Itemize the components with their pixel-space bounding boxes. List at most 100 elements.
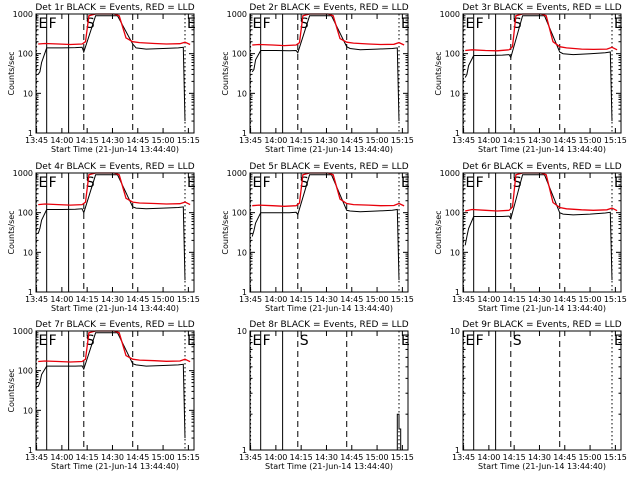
x-tick-label: 14:15 xyxy=(76,453,99,462)
marker-label: S xyxy=(513,175,522,191)
chart-title: Det 6r BLACK = Events, RED = LLD xyxy=(462,162,621,172)
x-tick-label: 13:45 xyxy=(25,136,48,145)
y-tick-label: 10 xyxy=(237,248,247,257)
x-axis-label: Start Time (21-Jun-14 13:44:40) xyxy=(478,304,606,313)
marker-label: E xyxy=(466,333,475,349)
x-tick-label: 14:30 xyxy=(528,453,551,462)
y-tick-label: 1000 xyxy=(13,327,33,336)
x-tick-label: 15:15 xyxy=(177,295,200,304)
marker-label: S xyxy=(300,333,309,349)
plot-frame xyxy=(249,330,409,451)
x-tick-label: 14:45 xyxy=(340,453,363,462)
x-tick-label: 13:45 xyxy=(452,136,475,145)
series-line-lld xyxy=(38,13,191,46)
marker-label: E xyxy=(253,333,262,349)
x-tick-label: 15:00 xyxy=(579,136,602,145)
marker-label: S xyxy=(86,16,95,32)
plot-frame xyxy=(249,13,409,134)
marker-label: E xyxy=(614,16,623,32)
x-tick-label: 14:00 xyxy=(477,453,500,462)
y-axis-label: Counts/sec xyxy=(7,210,16,254)
chart-title: Det 1r BLACK = Events, RED = LLD xyxy=(35,3,194,13)
y-tick-label: 100 xyxy=(232,209,247,218)
x-tick-label: 15:00 xyxy=(366,136,389,145)
plot-frame xyxy=(35,13,195,134)
marker-label: F xyxy=(263,175,271,191)
y-axis-label: Counts/sec xyxy=(434,210,443,254)
chart-title: Det 3r BLACK = Events, RED = LLD xyxy=(462,3,621,13)
x-tick-label: 15:15 xyxy=(604,453,627,462)
y-axis-label: Counts/sec xyxy=(221,210,230,254)
marker-label: F xyxy=(476,16,484,32)
marker-label: E xyxy=(39,16,48,32)
x-tick-label: 14:45 xyxy=(126,136,149,145)
y-tick-label: 1 xyxy=(242,129,247,138)
x-tick-label: 14:00 xyxy=(477,295,500,304)
marker-label: E xyxy=(187,333,196,349)
marker-label: S xyxy=(513,333,522,349)
y-tick-label: 100 xyxy=(232,50,247,59)
x-tick-label: 14:15 xyxy=(290,136,313,145)
marker-label: E xyxy=(187,16,196,32)
y-axis-label: Counts/sec xyxy=(7,368,16,412)
x-tick-label: 15:00 xyxy=(152,453,175,462)
marker-label: E xyxy=(187,175,196,191)
x-tick-label: 13:45 xyxy=(25,453,48,462)
series-line-events xyxy=(464,15,613,122)
series-line-events xyxy=(464,174,613,281)
marker-label: S xyxy=(300,16,309,32)
series-line-events xyxy=(37,174,186,281)
chart-title: Det 9r BLACK = Events, RED = LLD xyxy=(462,320,621,330)
x-tick-label: 15:00 xyxy=(579,453,602,462)
y-tick-label: 100 xyxy=(18,209,33,218)
x-tick-label: 15:15 xyxy=(391,295,414,304)
x-tick-label: 14:30 xyxy=(528,136,551,145)
x-tick-label: 15:00 xyxy=(152,295,175,304)
y-tick-label: 1 xyxy=(28,446,33,455)
marker-label: F xyxy=(476,175,484,191)
x-tick-label: 14:45 xyxy=(340,295,363,304)
marker-label: E xyxy=(614,175,623,191)
series-line-lld xyxy=(465,172,618,212)
x-tick-label: 14:30 xyxy=(101,295,124,304)
x-tick-label: 14:45 xyxy=(126,453,149,462)
y-tick-label: 1000 xyxy=(13,169,33,178)
marker-label: E xyxy=(466,175,475,191)
x-tick-label: 15:15 xyxy=(177,453,200,462)
y-tick-label: 1 xyxy=(455,288,460,297)
marker-label: E xyxy=(401,16,410,32)
series-line-events xyxy=(251,174,400,281)
x-tick-label: 15:15 xyxy=(391,136,414,145)
x-tick-label: 14:45 xyxy=(553,295,576,304)
y-tick-label: 1000 xyxy=(440,10,460,19)
x-tick-label: 13:45 xyxy=(239,453,262,462)
y-tick-label: 1 xyxy=(28,288,33,297)
x-axis-label: Start Time (21-Jun-14 13:44:40) xyxy=(478,462,606,471)
x-tick-label: 14:00 xyxy=(50,453,73,462)
x-tick-label: 15:15 xyxy=(604,295,627,304)
x-tick-label: 14:15 xyxy=(76,295,99,304)
chart-title: Det 7r BLACK = Events, RED = LLD xyxy=(35,320,194,330)
plot-frame xyxy=(462,172,622,293)
y-tick-label: 1 xyxy=(242,446,247,455)
series-line-lld xyxy=(465,13,618,52)
x-tick-label: 13:45 xyxy=(452,453,475,462)
marker-label: E xyxy=(401,175,410,191)
x-tick-label: 15:15 xyxy=(177,136,200,145)
x-tick-label: 14:30 xyxy=(528,295,551,304)
x-tick-label: 14:45 xyxy=(340,136,363,145)
marker-label: F xyxy=(476,333,484,349)
x-axis-label: Start Time (21-Jun-14 13:44:40) xyxy=(51,462,179,471)
x-tick-label: 13:45 xyxy=(239,295,262,304)
series-line-events xyxy=(37,332,186,439)
chart-title: Det 5r BLACK = Events, RED = LLD xyxy=(249,162,408,172)
y-tick-label: 10 xyxy=(23,248,33,257)
y-tick-label: 10 xyxy=(450,89,460,98)
x-tick-label: 14:30 xyxy=(315,136,338,145)
